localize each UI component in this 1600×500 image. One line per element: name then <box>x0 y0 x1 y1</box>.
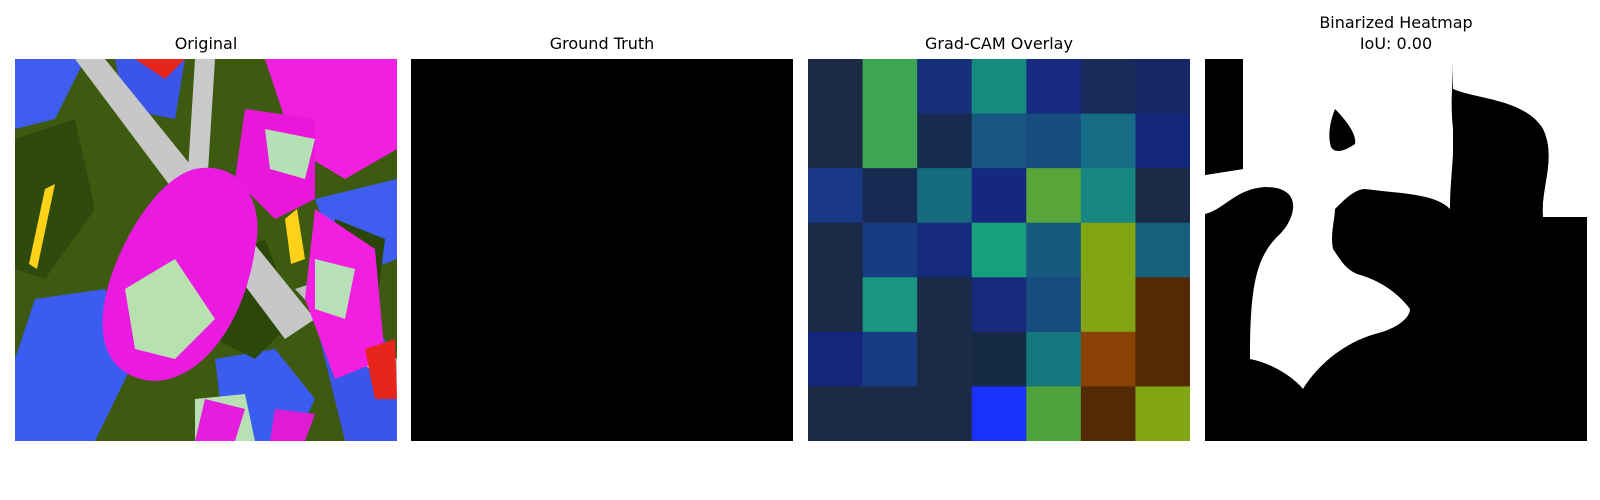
gradcam-cell <box>971 168 1027 224</box>
gradcam-cell <box>917 59 973 115</box>
original-image <box>15 59 397 441</box>
gradcam-cell <box>862 113 918 169</box>
gradcam-cell <box>808 59 864 115</box>
gradcam-cell <box>917 168 973 224</box>
gradcam-cell <box>971 331 1027 387</box>
binarized-heatmap <box>1205 59 1587 441</box>
gradcam-grid <box>808 59 1190 441</box>
gradcam-cell <box>862 386 918 441</box>
gradcam-cell <box>1135 59 1190 115</box>
original-title: Original <box>174 34 238 53</box>
gradcam-cell <box>1080 331 1136 387</box>
gradcam-cell <box>1080 113 1136 169</box>
gradcam-cell <box>862 59 918 115</box>
gradcam-cell <box>917 386 973 441</box>
gradcam-cell <box>1080 277 1136 333</box>
gradcam-cell <box>862 222 918 278</box>
gradcam-cell <box>971 386 1027 441</box>
gradcam-overlay-title: Grad-CAM Overlay <box>925 34 1073 53</box>
gradcam-cell <box>808 386 864 441</box>
gradcam-cell <box>1135 222 1190 278</box>
gradcam-cell <box>971 59 1027 115</box>
ground-truth-title: Ground Truth <box>549 34 655 53</box>
gradcam-cell <box>862 277 918 333</box>
gradcam-cell <box>808 222 864 278</box>
gradcam-cell <box>971 277 1027 333</box>
gradcam-cell <box>917 331 973 387</box>
gradcam-cell <box>1135 113 1190 169</box>
gradcam-cell <box>917 277 973 333</box>
ground-truth-mask <box>411 59 793 441</box>
gradcam-cell <box>1135 331 1190 387</box>
gradcam-cell <box>1026 386 1082 441</box>
gradcam-cell <box>917 222 973 278</box>
gradcam-cell <box>862 168 918 224</box>
gradcam-cell <box>1026 168 1082 224</box>
gradcam-cell <box>1026 113 1082 169</box>
iou-label: IoU: 0.00 <box>1359 34 1433 53</box>
gradcam-cell <box>1026 277 1082 333</box>
gradcam-cell <box>1135 277 1190 333</box>
gradcam-cell <box>808 277 864 333</box>
gradcam-cell <box>1080 386 1136 441</box>
gradcam-cell <box>808 168 864 224</box>
gradcam-cell <box>1135 168 1190 224</box>
gradcam-cell <box>971 113 1027 169</box>
gradcam-cell <box>1026 59 1082 115</box>
gradcam-cell <box>808 113 864 169</box>
gradcam-cell <box>971 222 1027 278</box>
gradcam-cell <box>1080 222 1136 278</box>
gradcam-cell <box>862 331 918 387</box>
gradcam-cell <box>917 113 973 169</box>
gradcam-cell <box>1080 168 1136 224</box>
gradcam-cell <box>1026 331 1082 387</box>
gradcam-cell <box>1080 59 1136 115</box>
gradcam-overlay <box>808 59 1190 441</box>
binarized-heatmap-title: Binarized Heatmap <box>1319 13 1473 32</box>
gradcam-cell <box>1135 386 1190 441</box>
gradcam-cell <box>808 331 864 387</box>
gradcam-cell <box>1026 222 1082 278</box>
